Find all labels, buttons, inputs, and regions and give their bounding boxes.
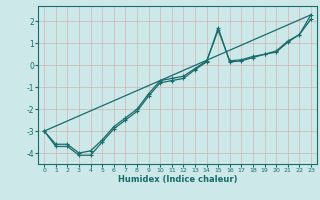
X-axis label: Humidex (Indice chaleur): Humidex (Indice chaleur) — [118, 175, 237, 184]
